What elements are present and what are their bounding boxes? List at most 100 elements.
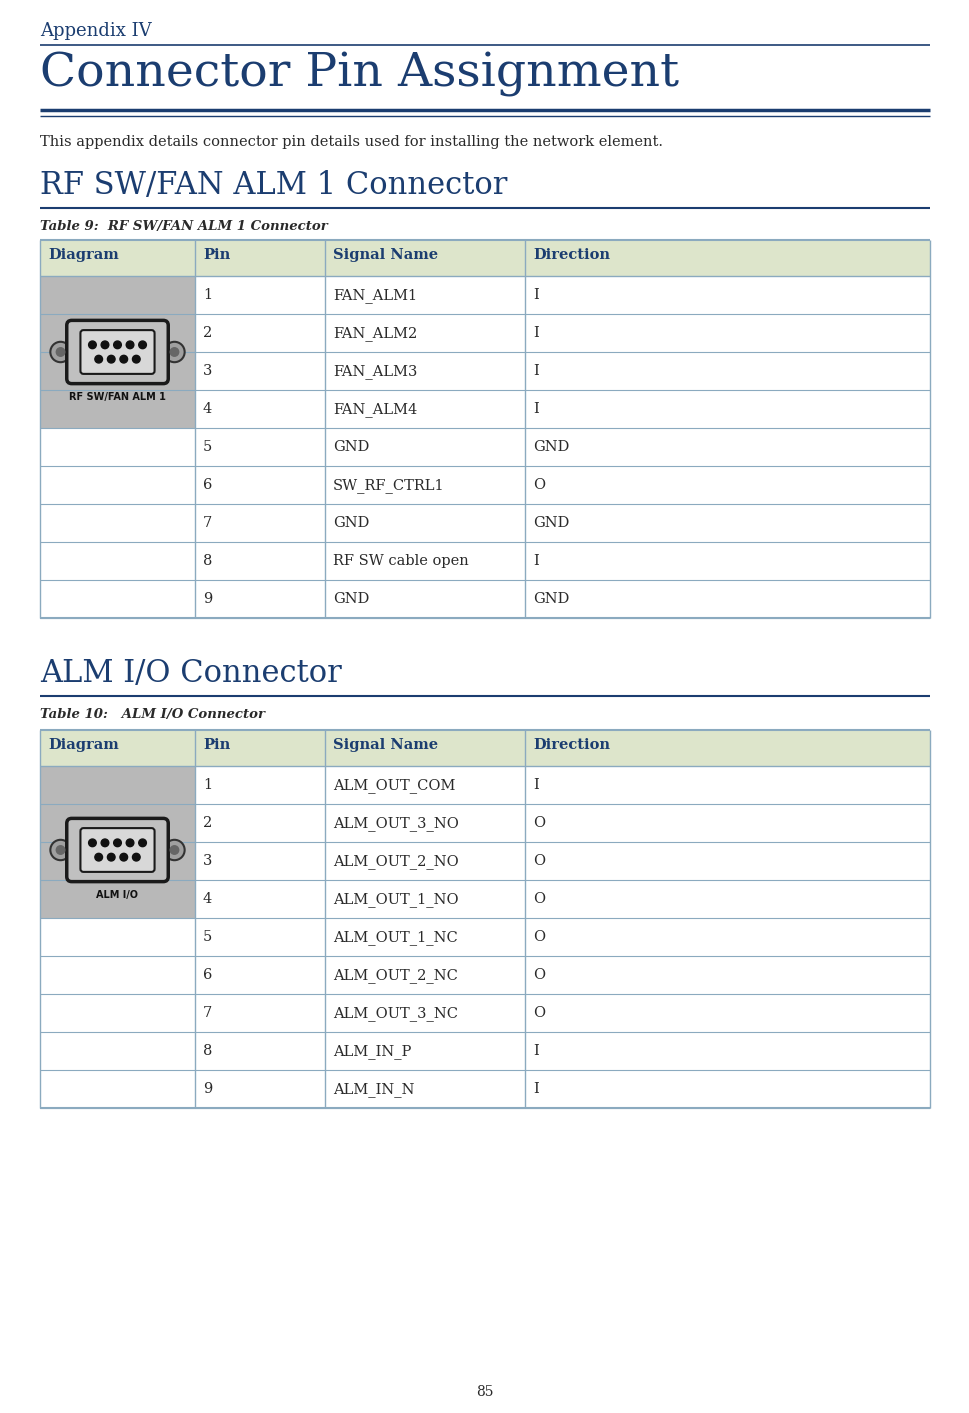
Text: This appendix details connector pin details used for installing the network elem: This appendix details connector pin deta…: [40, 136, 663, 148]
Text: ALM_OUT_3_NO: ALM_OUT_3_NO: [333, 815, 459, 831]
Bar: [40, 352, 930, 390]
Text: I: I: [533, 1044, 539, 1058]
Text: RF SW cable open: RF SW cable open: [333, 554, 469, 568]
Text: SW_RF_CTRL1: SW_RF_CTRL1: [333, 478, 445, 493]
Text: 6: 6: [203, 968, 212, 982]
Text: 8: 8: [203, 554, 212, 568]
Bar: [40, 390, 930, 428]
Text: I: I: [533, 288, 539, 302]
Bar: [40, 766, 930, 804]
Text: GND: GND: [533, 516, 570, 530]
Text: 9: 9: [203, 592, 212, 606]
Circle shape: [133, 853, 141, 861]
Text: ALM_IN_N: ALM_IN_N: [333, 1082, 415, 1096]
FancyBboxPatch shape: [80, 828, 155, 872]
Circle shape: [95, 853, 103, 861]
Circle shape: [126, 341, 134, 349]
Bar: [40, 276, 930, 314]
Text: I: I: [533, 403, 539, 415]
Circle shape: [165, 342, 185, 362]
Circle shape: [120, 355, 128, 363]
Text: Direction: Direction: [533, 249, 610, 261]
Text: RF SW/FAN ALM 1: RF SW/FAN ALM 1: [69, 391, 166, 401]
Circle shape: [171, 846, 178, 855]
Bar: [40, 957, 930, 993]
Text: ALM I/O Connector: ALM I/O Connector: [40, 658, 342, 690]
Text: O: O: [533, 892, 546, 906]
Text: 1: 1: [203, 779, 212, 793]
Circle shape: [120, 853, 128, 861]
Text: 3: 3: [203, 365, 212, 379]
Text: 4: 4: [203, 892, 212, 906]
Circle shape: [113, 839, 121, 846]
Text: Pin: Pin: [203, 249, 231, 261]
Text: 85: 85: [476, 1385, 493, 1399]
Text: 5: 5: [203, 930, 212, 944]
Text: Direction: Direction: [533, 738, 610, 752]
Circle shape: [171, 348, 178, 356]
Bar: [40, 579, 930, 617]
Bar: [40, 880, 930, 918]
Text: Signal Name: Signal Name: [333, 738, 438, 752]
Text: 7: 7: [203, 516, 212, 530]
Text: FAN_ALM2: FAN_ALM2: [333, 326, 418, 341]
Text: FAN_ALM3: FAN_ALM3: [333, 365, 418, 379]
Bar: [40, 276, 195, 428]
Circle shape: [139, 341, 146, 349]
Text: Pin: Pin: [203, 738, 231, 752]
Text: Appendix IV: Appendix IV: [40, 23, 151, 40]
Circle shape: [113, 341, 121, 349]
Text: FAN_ALM1: FAN_ALM1: [333, 288, 417, 302]
Text: I: I: [533, 1082, 539, 1096]
Circle shape: [95, 355, 103, 363]
Bar: [40, 314, 930, 352]
Text: Diagram: Diagram: [48, 249, 119, 261]
Text: GND: GND: [333, 439, 369, 454]
Text: GND: GND: [533, 439, 570, 454]
Text: 9: 9: [203, 1082, 212, 1096]
Text: GND: GND: [533, 592, 570, 606]
Bar: [40, 766, 195, 918]
Text: O: O: [533, 478, 546, 492]
Text: 1: 1: [203, 288, 212, 302]
Text: Connector Pin Assignment: Connector Pin Assignment: [40, 52, 679, 97]
Circle shape: [101, 839, 109, 846]
Circle shape: [101, 341, 109, 349]
Text: I: I: [533, 779, 539, 793]
Circle shape: [56, 348, 65, 356]
Circle shape: [50, 839, 71, 861]
Text: ALM_OUT_3_NC: ALM_OUT_3_NC: [333, 1006, 458, 1020]
Bar: [40, 842, 930, 880]
Circle shape: [108, 355, 115, 363]
Text: I: I: [533, 554, 539, 568]
Text: RF SW/FAN ALM 1 Connector: RF SW/FAN ALM 1 Connector: [40, 170, 508, 201]
Bar: [40, 504, 930, 543]
Circle shape: [126, 839, 134, 846]
Text: Table 9:  RF SW/FAN ALM 1 Connector: Table 9: RF SW/FAN ALM 1 Connector: [40, 220, 328, 233]
FancyBboxPatch shape: [80, 331, 155, 374]
Circle shape: [139, 839, 146, 846]
Text: ALM_OUT_2_NO: ALM_OUT_2_NO: [333, 853, 458, 869]
Text: 7: 7: [203, 1006, 212, 1020]
Bar: [40, 240, 930, 276]
Text: Signal Name: Signal Name: [333, 249, 438, 261]
Bar: [40, 1070, 930, 1108]
Text: O: O: [533, 1006, 546, 1020]
Circle shape: [56, 846, 65, 855]
Bar: [40, 543, 930, 579]
Text: FAN_ALM4: FAN_ALM4: [333, 403, 418, 417]
Text: ALM_OUT_1_NC: ALM_OUT_1_NC: [333, 930, 457, 945]
Circle shape: [108, 853, 115, 861]
Bar: [40, 731, 930, 766]
Text: 5: 5: [203, 439, 212, 454]
Text: 6: 6: [203, 478, 212, 492]
Bar: [40, 1031, 930, 1070]
Bar: [40, 428, 930, 466]
Bar: [40, 993, 930, 1031]
Circle shape: [165, 839, 185, 861]
Text: I: I: [533, 365, 539, 379]
Text: GND: GND: [333, 516, 369, 530]
Bar: [40, 918, 930, 957]
Text: O: O: [533, 815, 546, 829]
Text: Table 10:   ALM I/O Connector: Table 10: ALM I/O Connector: [40, 708, 265, 721]
